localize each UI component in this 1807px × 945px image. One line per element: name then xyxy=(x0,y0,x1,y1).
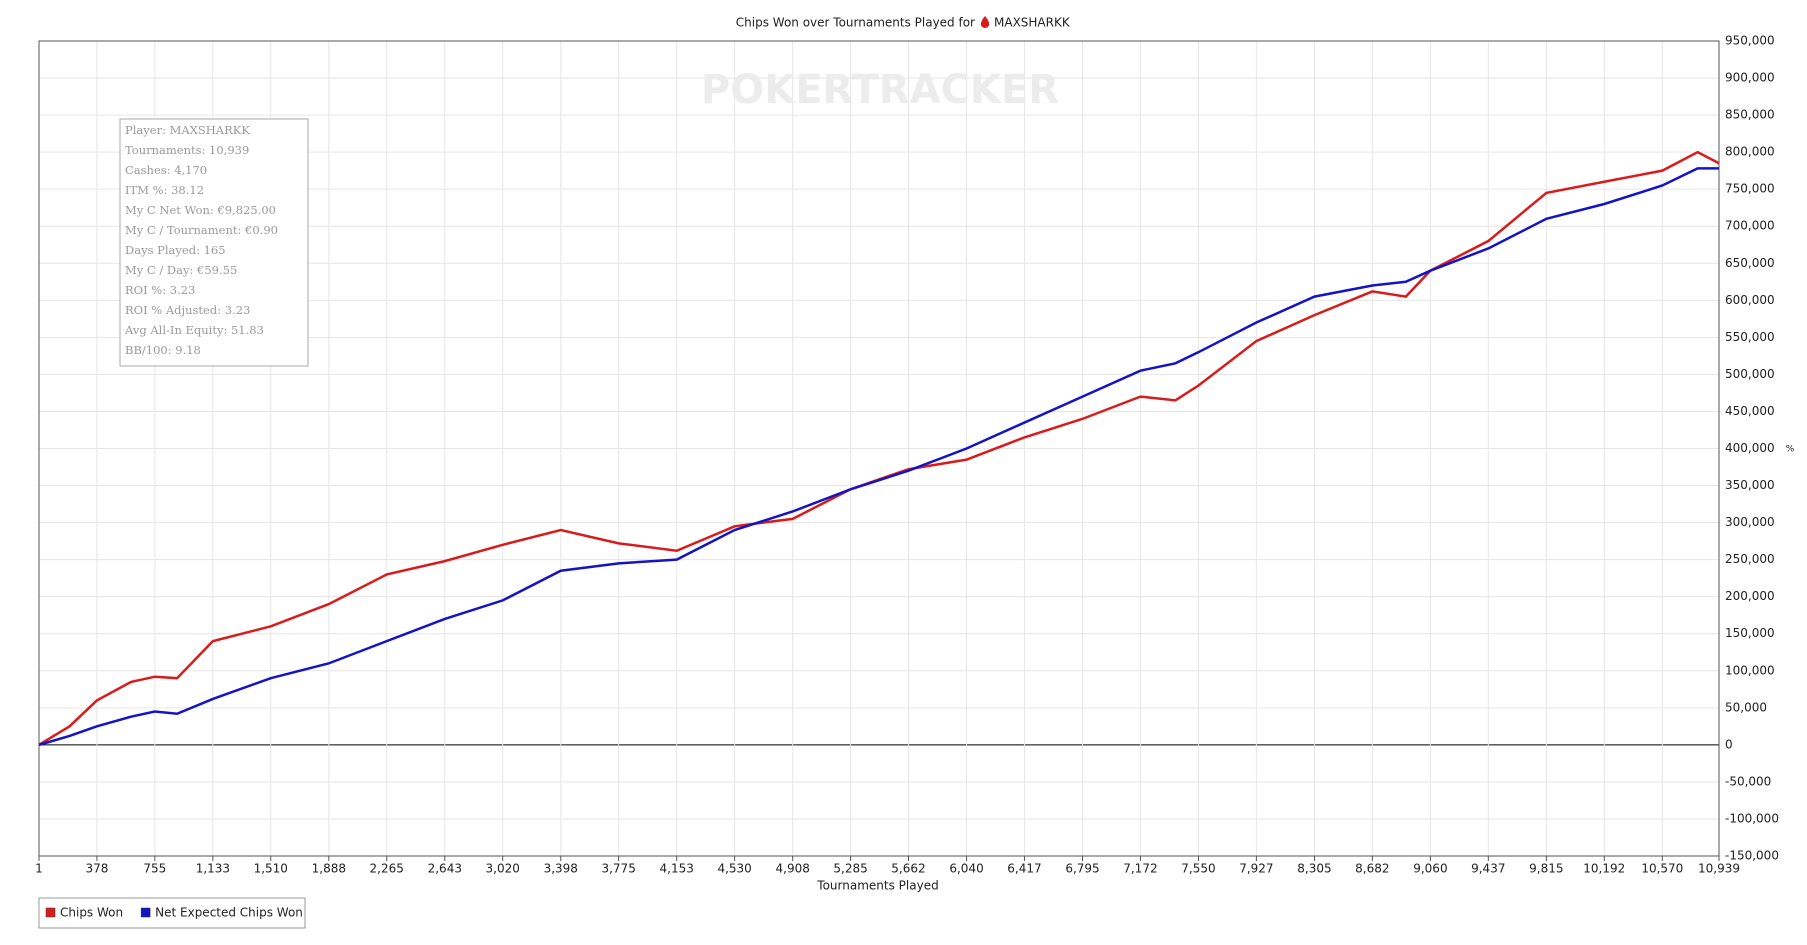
y-tick-label: 200,000 xyxy=(1725,589,1775,603)
y-tick-label: 500,000 xyxy=(1725,367,1775,381)
stats: Player: MAXSHARKK Tournaments: 10,939 Cash… xyxy=(124,123,278,357)
x-tick-label: 6,040 xyxy=(949,862,983,876)
x-tick-label: 1,510 xyxy=(254,862,288,876)
legend-swatch xyxy=(140,907,151,918)
y-tick-label: 350,000 xyxy=(1725,478,1775,492)
y-tick-label: -150,000 xyxy=(1725,849,1779,863)
y-tick-label: 0 xyxy=(1725,737,1733,751)
x-tick-label: 1,888 xyxy=(312,862,346,876)
x-tick-label: 8,682 xyxy=(1355,862,1389,876)
x-tick-label: 10,939 xyxy=(1698,862,1740,876)
stat-line: My C / Day: €59.55 xyxy=(125,263,237,277)
x-tick-label: 2,643 xyxy=(428,862,462,876)
x-tick-label: 378 xyxy=(85,862,108,876)
stat-line: ROI %: 3.23 xyxy=(125,283,195,297)
x-tick-label: 5,285 xyxy=(833,862,867,876)
watermark: POKERTRACKER xyxy=(701,67,1059,113)
x-tick-label: 10,192 xyxy=(1583,862,1625,876)
x-tick-label: 1 xyxy=(35,862,43,876)
y-tick-label: 800,000 xyxy=(1725,145,1775,159)
legend-label: Chips Won xyxy=(60,906,123,920)
stats-box xyxy=(119,118,309,367)
y-tick-label: 150,000 xyxy=(1725,626,1775,640)
stat-line: Days Played: 165 xyxy=(125,243,226,257)
stat-line: Player: MAXSHARKK xyxy=(125,123,250,137)
y-tick-label: 600,000 xyxy=(1725,293,1775,307)
y-tick-label: 250,000 xyxy=(1725,552,1775,566)
x-tick-label: 1,133 xyxy=(196,862,230,876)
stat-line: ROI % Adjusted: 3.23 xyxy=(125,303,250,317)
stat-line: Avg All-In Equity: 51.83 xyxy=(124,323,264,337)
x-tick-label: 3,775 xyxy=(601,862,635,876)
chart-title: Chips Won over Tournaments Played for xyxy=(736,16,975,30)
x-tick-label: 9,815 xyxy=(1529,862,1563,876)
x-tick-label: 10,570 xyxy=(1641,862,1683,876)
y-tick-label: 100,000 xyxy=(1725,663,1775,677)
y-tick-label: 850,000 xyxy=(1725,108,1775,122)
chart-title-player: MAXSHARKK xyxy=(994,16,1071,30)
y-tick-label: 700,000 xyxy=(1725,219,1775,233)
x-tick-label: 4,153 xyxy=(660,862,694,876)
y-tick-label: 650,000 xyxy=(1725,256,1775,270)
y-tick-label: -100,000 xyxy=(1725,811,1779,825)
x-tick-label: 3,020 xyxy=(486,862,520,876)
x-tick-label: 9,437 xyxy=(1471,862,1505,876)
x-tick-label: 7,550 xyxy=(1181,862,1215,876)
series-line xyxy=(38,167,1719,747)
stat-line: My C / Tournament: €0.90 xyxy=(125,223,278,237)
legend-label: Net Expected Chips Won xyxy=(155,906,303,920)
x-axis-title: Tournaments Played xyxy=(816,879,938,893)
legend xyxy=(38,897,306,929)
spade-icon xyxy=(980,16,990,28)
y-tick-label: 450,000 xyxy=(1725,404,1775,418)
x-tick-label: 4,530 xyxy=(717,862,751,876)
x-tick-label: 5,662 xyxy=(891,862,925,876)
plot-frame xyxy=(38,40,1720,857)
x-tick-label: 7,927 xyxy=(1239,862,1273,876)
y-tick-label: 300,000 xyxy=(1725,515,1775,529)
y-tick-label: 750,000 xyxy=(1725,182,1775,196)
x-tick-label: 3,398 xyxy=(544,862,578,876)
x-tick-label: 4,908 xyxy=(776,862,810,876)
y-tick-label: 50,000 xyxy=(1725,700,1767,714)
stat-line: ITM %: 38.12 xyxy=(125,183,204,197)
stat-line: Tournaments: 10,939 xyxy=(125,143,249,157)
stat-line: BB/100: 9.18 xyxy=(125,343,201,357)
x-tick-label: 8,305 xyxy=(1297,862,1331,876)
x-tick-label: 9,060 xyxy=(1413,862,1447,876)
legend-items: Chips Won Net Expected Chips Won xyxy=(45,906,303,920)
x-tick-label: 7,172 xyxy=(1123,862,1157,876)
y-tick-label: 950,000 xyxy=(1725,34,1775,48)
y-axis-title: % xyxy=(1786,445,1795,455)
x-tick-label: 755 xyxy=(143,862,166,876)
y-tick-label: 550,000 xyxy=(1725,330,1775,344)
stat-line: Cashes: 4,170 xyxy=(125,163,207,177)
legend-swatch xyxy=(45,907,56,918)
x-tick-label: 2,265 xyxy=(370,862,404,876)
x-tick-label: 6,417 xyxy=(1007,862,1041,876)
y-tick-label: 400,000 xyxy=(1725,441,1775,455)
y-tick-label: -50,000 xyxy=(1725,774,1771,788)
y-tick-label: 900,000 xyxy=(1725,71,1775,85)
stat-line: My C Net Won: €9,825.00 xyxy=(125,203,276,217)
x-tick-label: 6,795 xyxy=(1065,862,1099,876)
